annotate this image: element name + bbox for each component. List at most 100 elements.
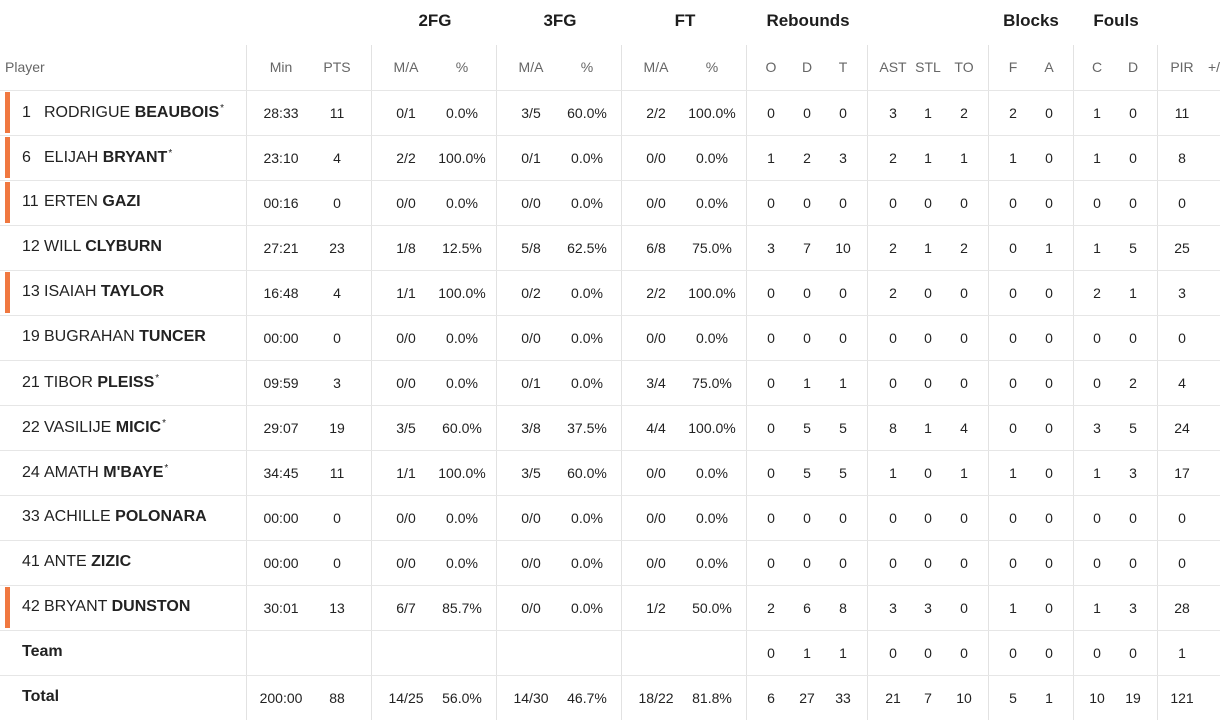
- column-header[interactable]: +/: [1207, 59, 1220, 75]
- stat-cell: 3/5: [521, 465, 541, 481]
- player-name[interactable]: 12 WILL CLYBURN: [22, 238, 162, 256]
- column-divider: [988, 45, 989, 720]
- player-name[interactable]: 1 RODRIGUE BEAUBOIS*: [22, 103, 224, 122]
- stat-cell: 0.0%: [571, 195, 603, 211]
- player-row[interactable]: 13 ISAIAH TAYLOR 16:48 4 1/1 100.0% 0/2 0.0% 2/2…: [0, 270, 1220, 315]
- stat-cell: 2: [1009, 105, 1017, 121]
- player-last-name: TAYLOR: [100, 283, 165, 300]
- column-header[interactable]: AST: [879, 59, 907, 75]
- column-header[interactable]: %: [580, 59, 594, 75]
- stat-cell: 2: [889, 285, 897, 301]
- stat-cell: 6: [767, 690, 775, 706]
- stat-cell: 19: [329, 420, 345, 436]
- player-row[interactable]: 22 VASILIJE MICIC* 29:07 19 3/5 60.0% 3/8 37.5%…: [0, 405, 1220, 450]
- player-number: 22: [22, 419, 40, 436]
- column-header[interactable]: O: [765, 59, 777, 75]
- stat-cell: 3: [333, 375, 341, 391]
- player-row[interactable]: 33 ACHILLE POLONARA 00:00 0 0/0 0.0% 0/0 0.0% 0/…: [0, 495, 1220, 540]
- column-header[interactable]: T: [838, 59, 848, 75]
- column-header[interactable]: D: [1127, 59, 1139, 75]
- column-header[interactable]: %: [705, 59, 719, 75]
- column-header[interactable]: F: [1008, 59, 1018, 75]
- column-divider: [371, 45, 372, 720]
- player-row[interactable]: 6 ELIJAH BRYANT* 23:10 4 2/2 100.0% 0/1 0.0% 0/0…: [0, 135, 1220, 180]
- stat-cell: 0: [1178, 195, 1186, 211]
- row-divider: [0, 90, 1220, 91]
- group-header-3fg: 3FG: [543, 11, 577, 30]
- stat-cell: 6/7: [396, 600, 416, 616]
- stat-cell: 3/5: [396, 420, 416, 436]
- stat-cell: 0: [767, 420, 775, 436]
- column-divider: [496, 45, 497, 720]
- player-row[interactable]: 41 ANTE ZIZIC 00:00 0 0/0 0.0% 0/0 0.0% 0/0 0.0% 0…: [0, 540, 1220, 585]
- column-header[interactable]: M/A: [518, 59, 544, 75]
- column-header[interactable]: Min: [269, 59, 293, 75]
- stat-cell: 0.0%: [696, 555, 728, 571]
- column-header[interactable]: PTS: [323, 59, 351, 75]
- row-divider: [0, 360, 1220, 361]
- column-header[interactable]: TO: [954, 59, 974, 75]
- stat-cell: 1: [839, 375, 847, 391]
- player-row[interactable]: 21 TIBOR PLEISS* 09:59 3 0/0 0.0% 0/1 0.0% 3/4 75…: [0, 360, 1220, 405]
- column-header[interactable]: STL: [915, 59, 941, 75]
- player-name[interactable]: 33 ACHILLE POLONARA: [22, 508, 207, 526]
- stat-cell: 0: [767, 465, 775, 481]
- stat-cell: 0: [1129, 105, 1137, 121]
- stat-cell: 100.0%: [438, 285, 486, 301]
- player-column-header: Player: [5, 59, 45, 75]
- stat-cell: 0: [960, 645, 968, 661]
- stat-cell: 1: [1045, 240, 1053, 256]
- player-first-name: ANTE: [44, 553, 87, 570]
- stat-cell: 00:00: [263, 330, 299, 346]
- player-name[interactable]: 13 ISAIAH TAYLOR: [22, 283, 164, 301]
- column-header[interactable]: M/A: [643, 59, 669, 75]
- player-name[interactable]: 11 ERTEN GAZI: [22, 193, 141, 211]
- stat-cell: 0: [767, 195, 775, 211]
- player-row[interactable]: 11 ERTEN GAZI 00:16 0 0/0 0.0% 0/0 0.0% 0/0 0.0% 0…: [0, 180, 1220, 225]
- stat-cell: 00:00: [263, 555, 299, 571]
- stat-cell: 0: [839, 195, 847, 211]
- stat-cell: 0.0%: [446, 510, 478, 526]
- player-row[interactable]: 24 AMATH M'BAYE* 34:45 11 1/1 100.0% 3/5 60.0% 0…: [0, 450, 1220, 495]
- starter-marker: [5, 92, 10, 133]
- player-name[interactable]: 19 BUGRAHAN TUNCER: [22, 328, 206, 346]
- stat-cell: 1: [1093, 150, 1101, 166]
- stat-cell: 0: [960, 375, 968, 391]
- player-row[interactable]: 19 BUGRAHAN TUNCER 00:00 0 0/0 0.0% 0/0 0.0% 0/0…: [0, 315, 1220, 360]
- stat-cell: 0.0%: [446, 375, 478, 391]
- column-header[interactable]: %: [455, 59, 469, 75]
- column-header[interactable]: M/A: [393, 59, 419, 75]
- player-name[interactable]: 42 BRYANT DUNSTON: [22, 598, 190, 616]
- stat-cell: 2: [803, 150, 811, 166]
- column-header[interactable]: A: [1044, 59, 1054, 75]
- player-name[interactable]: 41 ANTE ZIZIC: [22, 553, 131, 571]
- player-row[interactable]: 42 BRYANT DUNSTON 30:01 13 6/7 85.7% 0/0 0.0% 1/…: [0, 585, 1220, 630]
- stat-cell: 3: [889, 600, 897, 616]
- player-row[interactable]: 1 RODRIGUE BEAUBOIS* 28:33 11 0/1 0.0% 3/5 60.0…: [0, 90, 1220, 135]
- player-number: 42: [22, 598, 40, 615]
- stat-cell: 0: [1009, 195, 1017, 211]
- stat-cell: 2: [767, 600, 775, 616]
- row-divider: [0, 585, 1220, 586]
- column-header[interactable]: PIR: [1170, 59, 1194, 75]
- stat-cell: 0/0: [396, 195, 416, 211]
- stat-cell: 8: [839, 600, 847, 616]
- stat-cell: 0: [924, 645, 932, 661]
- stat-cell: 0: [1129, 195, 1137, 211]
- stat-cell: 3/8: [521, 420, 541, 436]
- row-divider: [0, 225, 1220, 226]
- player-name[interactable]: 24 AMATH M'BAYE*: [22, 463, 168, 482]
- stat-cell: 0.0%: [571, 375, 603, 391]
- player-name[interactable]: 22 VASILIJE MICIC*: [22, 418, 166, 437]
- player-row[interactable]: 12 WILL CLYBURN 27:21 23 1/8 12.5% 5/8 62.5% 6/8…: [0, 225, 1220, 270]
- stat-cell: 60.0%: [567, 465, 607, 481]
- stat-cell: 5: [839, 465, 847, 481]
- player-name[interactable]: 21 TIBOR PLEISS*: [22, 373, 159, 392]
- stat-cell: 27: [799, 690, 815, 706]
- column-header[interactable]: C: [1091, 59, 1103, 75]
- player-name[interactable]: 6 ELIJAH BRYANT*: [22, 148, 172, 167]
- column-header[interactable]: D: [801, 59, 813, 75]
- stat-cell: 0: [1045, 105, 1053, 121]
- stat-cell: 0: [767, 285, 775, 301]
- stat-cell: 0: [839, 330, 847, 346]
